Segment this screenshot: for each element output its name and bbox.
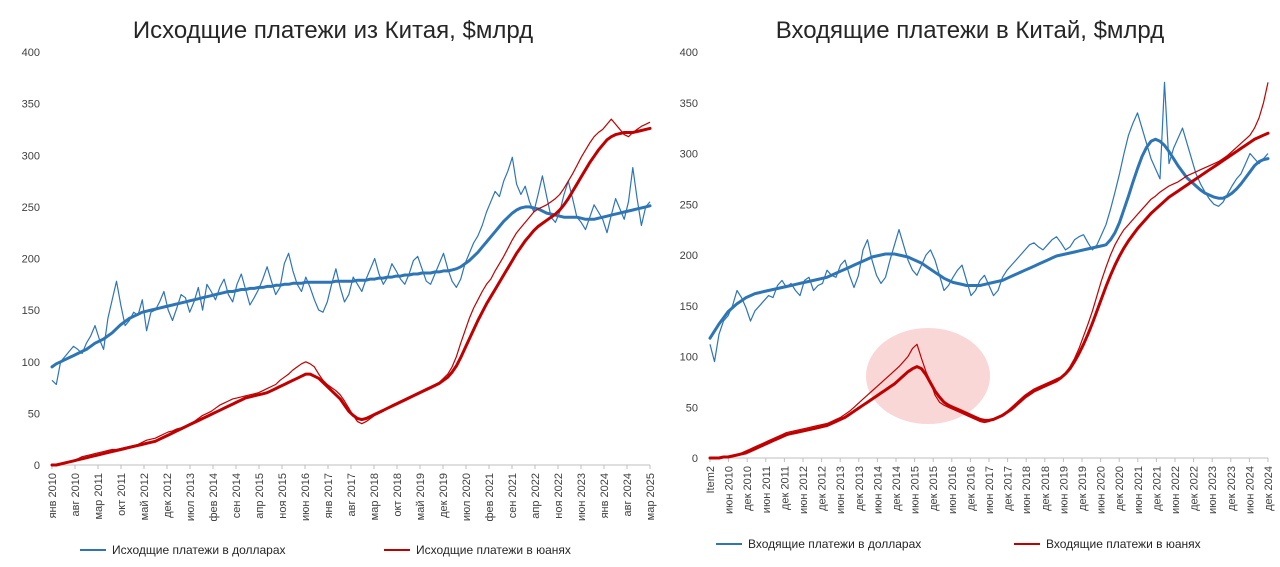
x-tick-label: авг 2017: [346, 473, 358, 517]
legend-label-cny: Входящие платежи в юанях: [1046, 537, 1201, 551]
plot-area: 0 50 100 150 200 250 300 350 400 янв 2010 авг 2010…: [22, 47, 657, 522]
series-trend-cny: [708, 131, 1270, 460]
x-tick-label: июн 2022: [1170, 466, 1182, 514]
x-tick-label: дек 2016: [965, 466, 977, 511]
y-tick-label: 400: [680, 47, 698, 59]
y-tick-label: 150: [680, 301, 698, 313]
series-line-usd: [709, 81, 1269, 363]
x-tick-label: Item2: [705, 466, 717, 494]
x-tick-label: дек 2017: [1003, 466, 1015, 511]
x-tick-label: дек 2015: [928, 466, 940, 511]
x-tick-label: мар 2018: [369, 473, 381, 520]
x-tick-label: окт 2018: [392, 473, 404, 517]
x-tick-label: дек 2010: [742, 466, 754, 511]
x-tick-label: дек 2020: [1114, 466, 1126, 511]
x-tick-label: июн 2019: [1058, 466, 1070, 514]
x-tick-label: сен 2021: [507, 473, 519, 518]
legend: Входящие платежи в долларах Входящие пла…: [716, 537, 1201, 551]
x-tick-label: ноя 2022: [553, 473, 565, 519]
x-tick-label: июн 2016: [300, 473, 312, 521]
x-tick-label: июн 2017: [984, 466, 996, 514]
x-tick-label: ноя 2015: [277, 473, 289, 519]
x-tick-label: окт 2011: [116, 473, 128, 516]
x-tick-label: дек 2014: [891, 466, 903, 511]
x-tick-label: июн 2010: [724, 466, 736, 514]
x-tick-label: апр 2015: [254, 473, 266, 519]
y-tick-label: 250: [680, 199, 698, 211]
y-tick-label: 250: [22, 202, 40, 214]
y-tick-label: 150: [22, 305, 40, 317]
y-tick-label: 350: [22, 99, 40, 111]
x-tick-label: дек 2018: [1040, 466, 1052, 511]
x-tick-label: июн 2024: [1244, 466, 1256, 514]
series-trend-usd: [708, 137, 1270, 340]
y-tick-label: 300: [680, 149, 698, 161]
x-tick-label: янв 2024: [599, 473, 611, 518]
x-tick-label: сен 2014: [231, 473, 243, 518]
x-tick-label: дек 2024: [1263, 466, 1275, 511]
incoming-payments-panel: Входящие платежи в Китай, $млрд 0 50 100 15…: [660, 0, 1280, 567]
x-tick-label: июн 2016: [947, 466, 959, 514]
outgoing-payments-panel: Исходщие платежи из Китая, $млрд 0 50 100 1…: [22, 17, 657, 557]
series-line-cny: [710, 82, 1269, 459]
x-tick-label: июл 2013: [185, 473, 197, 521]
x-tick-label: июн 2012: [798, 466, 810, 514]
x-tick-label: июл 2020: [461, 473, 473, 521]
x-tick-label: авг 2024: [622, 473, 634, 517]
x-tick-label: июн 2023: [576, 473, 588, 521]
x-tick-label: дек 2013: [854, 466, 866, 511]
x-tick-label: май 2019: [415, 473, 427, 520]
legend-label-usd: Входящие платежи в долларах: [748, 537, 921, 551]
x-tick-label: фев 2014: [208, 473, 220, 522]
y-tick-label: 200: [22, 254, 40, 266]
y-tick-label: 100: [22, 357, 40, 369]
x-tick-label: дек 2011: [779, 466, 791, 510]
series-trend-usd: [50, 204, 652, 369]
legend: Исходщие платежи в долларах Исходщие пла…: [80, 543, 571, 557]
x-tick-label: июн 2023: [1207, 466, 1219, 514]
x-tick-label: июн 2013: [835, 466, 847, 514]
legend-label-cny: Исходщие платежи в юанях: [416, 543, 571, 557]
outgoing-payments-chart: Исходщие платежи из Китая, $млрд 0 50 100 1…: [22, 17, 657, 557]
incoming-payments-chart: Входящие платежи в Китай, $млрд 0 50 100 15…: [680, 17, 1275, 551]
x-tick-label: дек 2012: [817, 466, 829, 511]
series-trend-cny: [50, 126, 652, 467]
chart-title: Исходщие платежи из Китая, $млрд: [133, 17, 533, 44]
x-tick-label: июн 2020: [1096, 466, 1108, 514]
x-tick-label: мар 2011: [93, 473, 105, 520]
x-tick-label: июн 2011: [761, 466, 773, 513]
y-tick-label: 300: [22, 150, 40, 162]
x-tick-label: фев 2021: [484, 473, 496, 522]
y-tick-label: 50: [686, 402, 698, 414]
x-tick-label: июн 2021: [1133, 466, 1145, 514]
x-tick-label: дек 2022: [1189, 466, 1201, 511]
x-tick-label: май 2012: [139, 473, 151, 520]
y-tick-label: 100: [680, 352, 698, 364]
y-tick-label: 400: [22, 47, 40, 59]
y-tick-label: 0: [692, 453, 698, 465]
x-tick-label: дек 2023: [1226, 466, 1238, 511]
series-line-usd: [51, 156, 651, 386]
x-tick-label: апр 2022: [530, 473, 542, 519]
legend-label-usd: Исходщие платежи в долларах: [112, 543, 286, 557]
plot-area: 0 50 100 150 200 250 300 350 400 Item2 июн 2010 дек…: [680, 47, 1275, 514]
y-tick-label: 50: [28, 408, 40, 420]
x-tick-label: мар 2025: [645, 473, 657, 520]
x-tick-label: июн 2018: [1021, 466, 1033, 514]
x-tick-label: дек 2019: [1077, 466, 1089, 511]
y-tick-label: 200: [680, 250, 698, 262]
x-tick-label: дек 2019: [438, 473, 450, 518]
x-tick-label: дек 2021: [1151, 466, 1163, 511]
x-tick-label: дек 2012: [162, 473, 174, 518]
x-tick-label: янв 2017: [323, 473, 335, 518]
chart-title: Входящие платежи в Китай, $млрд: [776, 17, 1164, 44]
y-tick-label: 0: [34, 460, 40, 472]
x-tick-label: июн 2014: [872, 466, 884, 514]
y-tick-label: 350: [680, 98, 698, 110]
x-tick-label: янв 2010: [47, 473, 59, 518]
x-tick-label: авг 2010: [70, 473, 82, 517]
x-tick-label: июн 2015: [910, 466, 922, 514]
